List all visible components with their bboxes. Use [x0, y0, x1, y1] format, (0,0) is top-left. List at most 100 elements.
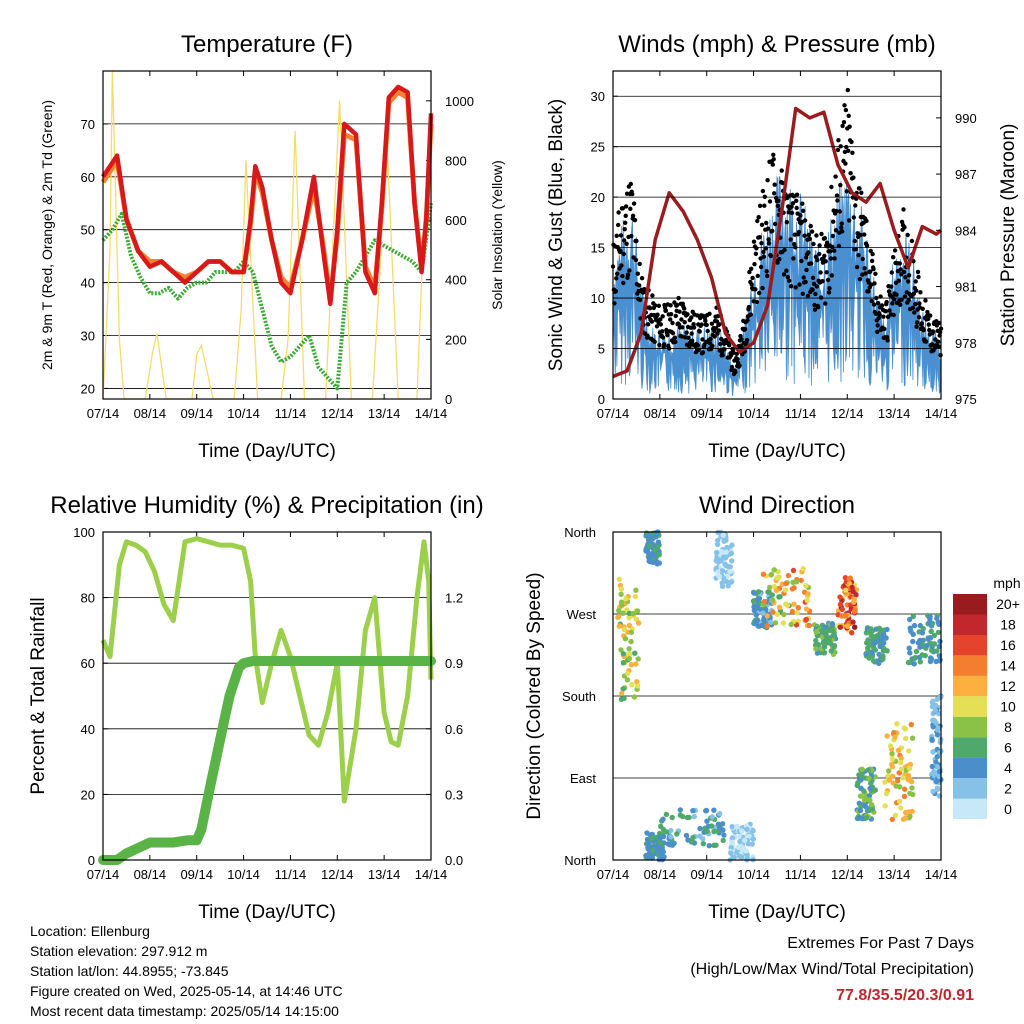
gust-point	[784, 220, 789, 225]
direction-point	[898, 759, 904, 766]
gust-point	[766, 241, 772, 246]
gust-point	[809, 261, 814, 266]
direction-xtick-label: 07/14	[597, 867, 630, 882]
direction-point	[884, 626, 890, 633]
direction-point	[628, 638, 634, 645]
gust-point	[846, 148, 851, 153]
gust-point	[634, 238, 639, 244]
direction-point	[814, 650, 821, 656]
direction-ytick-label: North	[564, 525, 596, 540]
info-timestamp: Most recent data timestamp: 2025/05/14 1…	[30, 1003, 339, 1019]
direction-point	[634, 608, 641, 614]
gust-point	[793, 285, 798, 290]
direction-plot-frame	[612, 531, 942, 861]
gust-point	[891, 255, 896, 260]
gust-point	[889, 284, 894, 289]
gust-point	[909, 238, 915, 244]
gust-point	[697, 329, 702, 334]
colorbar-label: 8	[1004, 719, 1012, 735]
humidity-y2tick-label: 0.0	[445, 853, 463, 868]
gust-point	[621, 280, 626, 286]
gust-point	[898, 267, 903, 272]
gust-point	[886, 289, 892, 294]
direction-point	[926, 635, 932, 642]
direction-point	[647, 543, 653, 549]
direction-point	[769, 592, 775, 598]
direction-point	[789, 608, 796, 615]
direction-point	[909, 735, 916, 741]
direction-point	[861, 801, 867, 807]
temperature-y2tick-label: 800	[445, 153, 467, 168]
gust-point	[862, 232, 867, 237]
direction-point	[784, 602, 791, 609]
direction-point	[804, 597, 810, 604]
direction-point	[668, 834, 674, 840]
gust-point	[746, 304, 752, 310]
gust-point	[685, 312, 690, 317]
gust-point	[863, 271, 868, 276]
gust-point	[813, 291, 818, 297]
colorbar-label: 16	[1000, 637, 1016, 653]
gust-point	[758, 256, 763, 261]
humidity-xtick-label: 07/14	[87, 867, 120, 882]
gust-point	[720, 353, 725, 358]
winds-xtick-label: 14/14	[925, 406, 958, 421]
gust-point	[832, 256, 837, 261]
gust-point	[620, 273, 625, 279]
direction-xtick-label: 08/14	[644, 867, 677, 882]
direction-point	[866, 628, 873, 634]
gust-point	[864, 218, 869, 224]
gust-point	[768, 253, 774, 259]
direction-point	[714, 541, 721, 548]
direction-point	[616, 623, 623, 629]
direction-xtick-label: 14/14	[925, 867, 958, 882]
direction-point	[618, 591, 624, 597]
direction-xtick-label: 12/14	[831, 867, 864, 882]
direction-point	[793, 579, 800, 585]
gust-point	[684, 330, 689, 335]
direction-point	[632, 593, 639, 600]
gust-point	[637, 261, 642, 267]
gust-point	[845, 87, 850, 93]
direction-point	[703, 807, 710, 814]
humidity-ytick-label: 60	[81, 656, 95, 671]
gust-point	[708, 336, 713, 342]
gust-point	[887, 308, 892, 313]
direction-point	[715, 537, 721, 544]
gust-point	[844, 144, 849, 150]
gust-point	[796, 229, 802, 235]
gust-point	[918, 290, 923, 295]
direction-point	[674, 831, 680, 837]
direction-point	[626, 646, 632, 652]
direction-point	[884, 733, 890, 739]
gust-point	[857, 186, 862, 191]
direction-point	[669, 814, 675, 821]
direction-point	[652, 547, 658, 553]
direction-point	[800, 566, 806, 572]
gust-point	[764, 220, 769, 226]
colorbar-swatch	[953, 778, 987, 799]
gust-point	[806, 250, 811, 255]
humidity-y2tick-label: 1.2	[445, 591, 463, 606]
temperature-xlabel: Time (Day/UTC)	[198, 441, 336, 462]
gust-point	[788, 237, 793, 242]
gust-point	[921, 328, 926, 333]
direction-point	[857, 807, 864, 814]
gust-point	[834, 208, 839, 214]
gust-point	[618, 233, 624, 238]
direction-point	[623, 596, 629, 602]
direction-point	[655, 539, 662, 545]
direction-point	[892, 734, 898, 740]
gust-point	[842, 103, 847, 108]
temperature-ytick-label: 20	[81, 381, 95, 396]
gust-point	[810, 275, 816, 280]
direction-point	[616, 607, 622, 614]
gust-point	[761, 249, 766, 255]
direction-point	[866, 793, 873, 799]
direction-point	[711, 828, 717, 835]
winds-ytick-label: 25	[591, 140, 605, 155]
gust-point	[799, 219, 804, 225]
gust-point	[635, 271, 640, 276]
colorbar-label: 0	[1004, 801, 1012, 817]
temperature-ylabel-left: 2m & 9m T (Red, Orange) & 2m Td (Green)	[39, 100, 55, 370]
